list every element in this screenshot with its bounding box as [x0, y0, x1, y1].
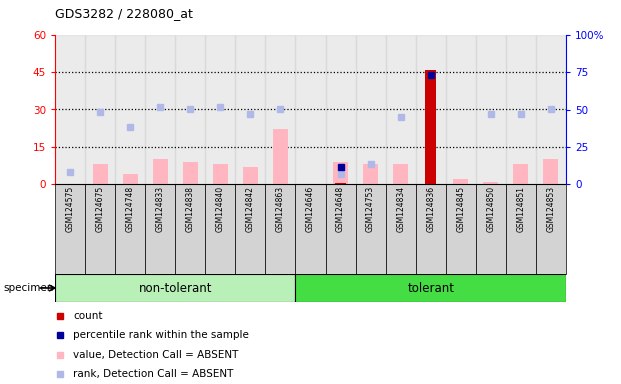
Text: GSM124834: GSM124834 — [396, 186, 405, 232]
Text: tolerant: tolerant — [407, 281, 454, 295]
Text: GSM124850: GSM124850 — [486, 186, 496, 232]
Text: GSM124675: GSM124675 — [96, 186, 104, 232]
Text: GSM124648: GSM124648 — [336, 186, 345, 232]
Bar — [446, 184, 476, 274]
Bar — [386, 35, 415, 184]
Bar — [296, 184, 325, 274]
Bar — [55, 184, 85, 274]
Bar — [175, 35, 206, 184]
Bar — [476, 35, 506, 184]
Text: GSM124838: GSM124838 — [186, 186, 195, 232]
Text: GSM124575: GSM124575 — [66, 186, 75, 232]
Bar — [483, 182, 499, 184]
Text: count: count — [73, 311, 102, 321]
Bar — [55, 274, 296, 302]
Bar — [476, 184, 506, 274]
Text: GSM124836: GSM124836 — [426, 186, 435, 232]
Text: GSM124845: GSM124845 — [456, 186, 465, 232]
Bar — [115, 184, 145, 274]
Bar — [122, 174, 138, 184]
Bar — [415, 184, 446, 274]
Bar — [363, 164, 378, 184]
Bar — [175, 184, 206, 274]
Bar — [356, 184, 386, 274]
Text: GSM124863: GSM124863 — [276, 186, 285, 232]
Bar — [514, 164, 528, 184]
Text: GSM124833: GSM124833 — [156, 186, 165, 232]
Bar — [85, 35, 115, 184]
Bar — [206, 184, 235, 274]
Bar — [506, 184, 536, 274]
Bar — [115, 35, 145, 184]
Bar — [325, 35, 356, 184]
Bar — [273, 129, 288, 184]
Text: rank, Detection Call = ABSENT: rank, Detection Call = ABSENT — [73, 369, 233, 379]
Text: GSM124851: GSM124851 — [517, 186, 525, 232]
Bar — [415, 35, 446, 184]
Bar — [206, 35, 235, 184]
Text: value, Detection Call = ABSENT: value, Detection Call = ABSENT — [73, 350, 238, 360]
Text: non-tolerant: non-tolerant — [138, 281, 212, 295]
Bar — [145, 35, 175, 184]
Bar — [325, 184, 356, 274]
Bar — [386, 184, 415, 274]
Bar — [506, 35, 536, 184]
Bar — [93, 164, 107, 184]
Text: GSM124840: GSM124840 — [216, 186, 225, 232]
Text: GSM124646: GSM124646 — [306, 186, 315, 232]
Bar — [235, 184, 265, 274]
Bar — [265, 184, 296, 274]
Bar — [536, 35, 566, 184]
Bar — [543, 159, 558, 184]
Bar — [356, 35, 386, 184]
Bar — [393, 164, 408, 184]
Bar — [265, 35, 296, 184]
Text: percentile rank within the sample: percentile rank within the sample — [73, 330, 249, 340]
Bar — [145, 184, 175, 274]
Bar — [213, 164, 228, 184]
Text: GSM124753: GSM124753 — [366, 186, 375, 232]
Bar — [453, 179, 468, 184]
Bar — [446, 35, 476, 184]
Bar — [153, 159, 168, 184]
Bar — [296, 274, 566, 302]
Text: specimen: specimen — [3, 283, 53, 293]
Bar — [235, 35, 265, 184]
Bar — [536, 184, 566, 274]
Bar — [296, 35, 325, 184]
Text: GDS3282 / 228080_at: GDS3282 / 228080_at — [55, 7, 193, 20]
Text: GSM124842: GSM124842 — [246, 186, 255, 232]
Bar — [243, 167, 258, 184]
Bar — [335, 183, 346, 184]
Bar — [425, 70, 436, 184]
Bar — [183, 162, 197, 184]
Text: GSM124748: GSM124748 — [125, 186, 135, 232]
Bar — [85, 184, 115, 274]
Bar — [333, 162, 348, 184]
Text: GSM124853: GSM124853 — [546, 186, 555, 232]
Bar — [55, 35, 85, 184]
